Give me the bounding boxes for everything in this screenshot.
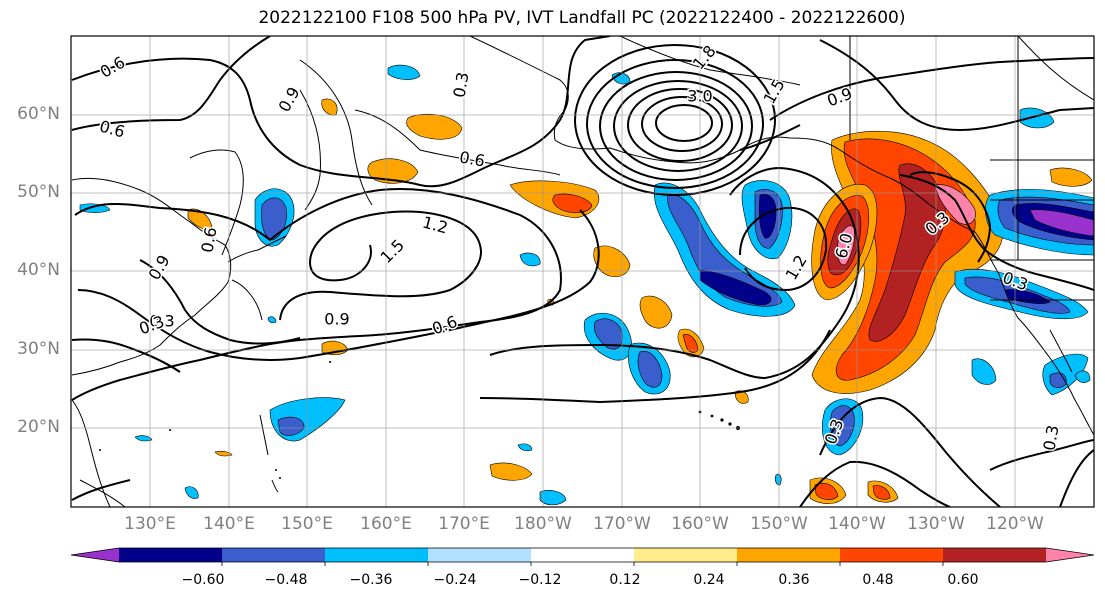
lon-label: 180°W: [514, 514, 572, 534]
map-plot-area: 0.60.60.60.9 0.31.83.0 1.5 0.90.61.21.50.9 0…: [71, 36, 1094, 507]
colorbar-tick-label: −0.48: [264, 572, 308, 588]
lon-label: 170°W: [593, 514, 651, 534]
lon-label: 120°W: [986, 514, 1044, 534]
contour-label: 0.3: [1039, 424, 1062, 452]
colorbar-segment: [634, 548, 738, 562]
pv-contours: [71, 36, 1094, 507]
lon-label: 130°W: [907, 514, 965, 534]
lat-label-40n: 40°N: [17, 260, 60, 280]
lat-label-50n: 50°N: [17, 182, 60, 202]
colorbar-segment: [943, 548, 1047, 562]
colorbar-tick-label: −0.60: [181, 572, 225, 588]
lat-label-20n: 20°N: [17, 417, 60, 437]
contour-label: 0.6: [458, 147, 486, 170]
shaded-anomaly-field: [79, 64, 1094, 506]
colorbar-tick-label: −0.24: [433, 572, 477, 588]
colorbar-outline: [70, 547, 1095, 563]
lon-label: 160°E: [360, 514, 412, 534]
colorbar-arrow-max: [1046, 548, 1094, 562]
colorbar-tick-label: 0.12: [609, 572, 641, 588]
lon-label: 160°W: [671, 514, 729, 534]
colorbar-tick-label: 0.60: [947, 572, 979, 588]
colorbar: [70, 547, 1095, 566]
colorbar-segment: [737, 548, 841, 562]
colorbar-tick-label: 0.36: [778, 572, 810, 588]
lon-label: 170°E: [438, 514, 490, 534]
colorbar-segment: [840, 548, 944, 562]
lat-label-30n: 30°N: [17, 339, 60, 359]
map-title: 2022122100 F108 500 hPa PV, IVT Landfall…: [258, 8, 906, 28]
colorbar-tick-label: 0.48: [862, 572, 894, 588]
lon-label: 140°W: [828, 514, 886, 534]
lon-label: 130°E: [124, 514, 176, 534]
colorbar-segment: [531, 548, 635, 562]
colorbar-arrow-min: [71, 548, 119, 562]
graticule: [71, 36, 1094, 507]
colorbar-segment: [119, 548, 223, 562]
lon-label: 140°E: [203, 514, 255, 534]
colorbar-segment: [428, 548, 532, 562]
colorbar-tick-label: −0.12: [518, 572, 562, 588]
contour-label: 0.3: [149, 312, 174, 331]
contour-label: 3.0: [687, 87, 712, 106]
lon-label: 150°E: [281, 514, 333, 534]
colorbar-tick-label: −0.36: [349, 572, 393, 588]
colorbar-segment: [325, 548, 429, 562]
colorbar-tick-label: 0.24: [693, 572, 725, 588]
lon-label: 150°W: [750, 514, 808, 534]
contour-label: 0.9: [324, 310, 349, 329]
colorbar-segment: [222, 548, 326, 562]
coastlines: [71, 36, 1094, 507]
map-frame: [70, 35, 1095, 508]
lat-label-60n: 60°N: [17, 104, 60, 124]
